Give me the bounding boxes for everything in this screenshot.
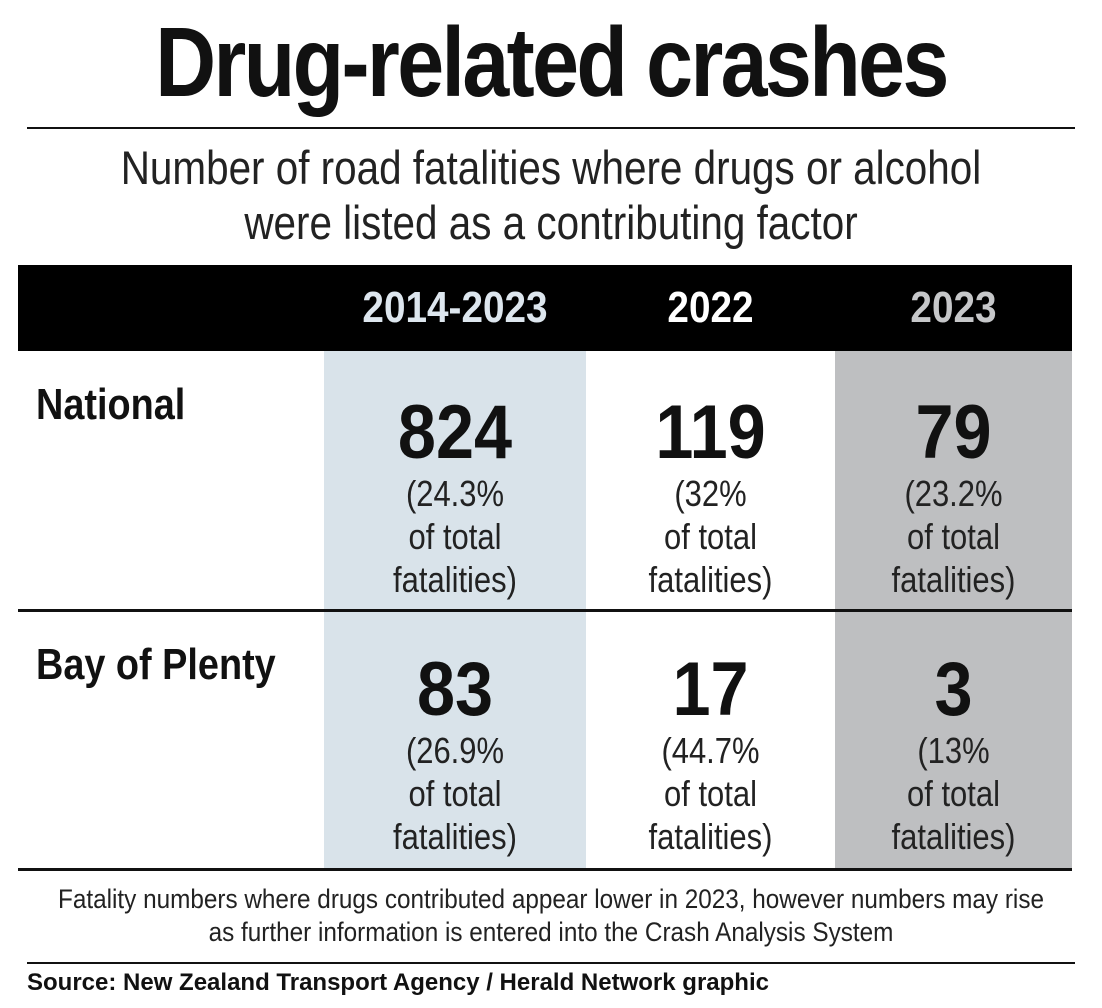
row-label-bay-of-plenty: Bay of Plenty [36, 640, 276, 689]
value-national-2022: 119 [655, 390, 766, 475]
cell-bay-of-plenty-2023: 3 (13% of total fatalities) [835, 651, 1072, 858]
chart-title: Drug-related crashes [155, 7, 949, 117]
row-label-national: National [36, 380, 186, 429]
value-national-2023: 79 [915, 390, 992, 475]
cell-national-2022: 119 (32% of total fatalities) [586, 394, 835, 601]
chart-subtitle: Number of road fatalities where drugs or… [120, 141, 982, 249]
source-divider [27, 962, 1075, 964]
note-line: fatalities) [648, 559, 773, 600]
value-national-2014-2023: 824 [397, 390, 513, 475]
source-credit: Source: New Zealand Transport Agency / H… [27, 969, 769, 996]
note-line: fatalities) [891, 816, 1016, 857]
note-line: of total [907, 773, 1000, 814]
column-header-2014-2023: 2014-2023 [362, 283, 548, 332]
cell-national-2023: 79 (23.2% of total fatalities) [835, 394, 1072, 601]
note-line: (23.2% [904, 473, 1003, 514]
note-line: of total [408, 516, 502, 557]
value-bay-of-plenty-2014-2023: 83 [416, 647, 494, 732]
note-line: (13% [917, 730, 990, 771]
note-line: fatalities) [648, 816, 773, 857]
column-header-2023: 2023 [910, 283, 997, 332]
note-line: (26.9% [405, 730, 505, 771]
note-line: (44.7% [661, 730, 760, 771]
note-line: of total [664, 516, 757, 557]
cell-bay-of-plenty-2022: 17 (44.7% of total fatalities) [586, 651, 835, 858]
note-line: of total [664, 773, 757, 814]
column-header-2022: 2022 [667, 283, 754, 332]
cell-bay-of-plenty-2014-2023: 83 (26.9% of total fatalities) [324, 651, 586, 858]
note-line: (24.3% [405, 473, 505, 514]
cell-national-2014-2023: 824 (24.3% of total fatalities) [324, 394, 586, 601]
value-bay-of-plenty-2023: 3 [934, 647, 973, 732]
value-bay-of-plenty-2022: 17 [672, 647, 749, 732]
table-header-bar [18, 265, 1072, 351]
note-line: fatalities) [891, 559, 1016, 600]
note-line: fatalities) [393, 559, 517, 600]
note-line: (32% [674, 473, 747, 514]
top-divider [27, 127, 1075, 129]
note-line: fatalities) [393, 816, 517, 857]
note-line: of total [408, 773, 502, 814]
note-line: of total [907, 516, 1000, 557]
table-bottom-divider [18, 868, 1072, 871]
footnote: Fatality numbers where drugs contributed… [57, 884, 1044, 947]
row-divider [18, 609, 1072, 612]
